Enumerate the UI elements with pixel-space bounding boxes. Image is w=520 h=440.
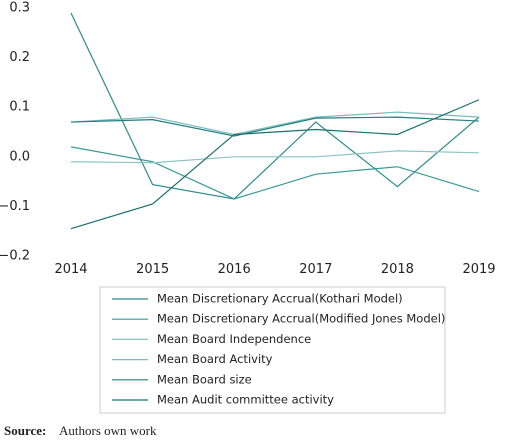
series-line <box>70 12 480 200</box>
legend-box <box>99 286 446 414</box>
x-tick-label: 2015 <box>136 262 169 277</box>
y-tick-label: −0.2 <box>0 249 30 264</box>
series-line <box>70 111 480 136</box>
series-line <box>70 99 480 230</box>
series-line <box>70 150 480 164</box>
legend-label: Mean Discretionary Accrual(Modified Jone… <box>157 312 445 326</box>
legend-label: Mean Discretionary Accrual(Kothari Model… <box>157 292 403 306</box>
y-tick-label: −0.1 <box>0 199 30 214</box>
x-tick-label: 2014 <box>54 262 87 277</box>
y-tick-label: 0.3 <box>9 1 30 16</box>
x-tick-label: 2018 <box>381 262 414 277</box>
x-tick-label: 2019 <box>462 262 495 277</box>
x-tick-label: 2017 <box>299 262 332 277</box>
legend-label: Mean Audit committee activity <box>157 393 334 407</box>
x-tick-label: 2016 <box>218 262 251 277</box>
series-line <box>70 146 480 200</box>
y-tick-label: 0.1 <box>9 100 30 115</box>
legend-label: Mean Board Independence <box>157 332 311 346</box>
legend-label: Mean Board Activity <box>157 352 273 366</box>
y-tick-label: 0.2 <box>9 50 30 65</box>
source-label: Source: <box>4 423 46 438</box>
y-tick-label: 0.0 <box>9 149 30 164</box>
series-line <box>70 116 480 137</box>
source-text: Authors own work <box>59 423 157 438</box>
legend-label: Mean Board size <box>157 372 252 386</box>
